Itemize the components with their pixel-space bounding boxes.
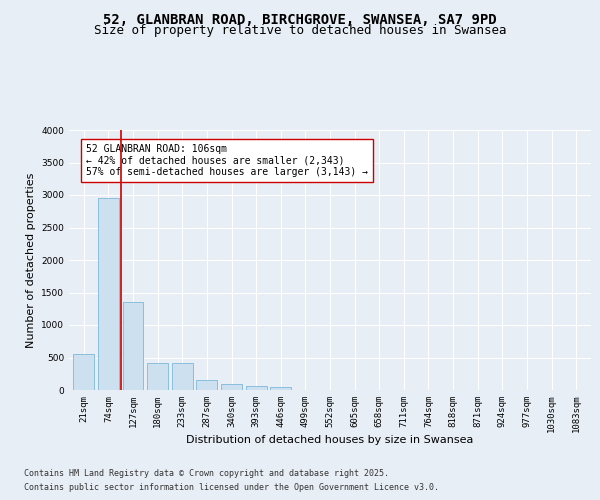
Text: 52 GLANBRAN ROAD: 106sqm
← 42% of detached houses are smaller (2,343)
57% of sem: 52 GLANBRAN ROAD: 106sqm ← 42% of detach…	[86, 144, 368, 178]
Bar	[221, 384, 242, 390]
Bar	[172, 363, 193, 390]
Text: Contains public sector information licensed under the Open Government Licence v3: Contains public sector information licen…	[24, 484, 439, 492]
Bar	[270, 388, 291, 390]
Bar	[147, 363, 168, 390]
Bar	[196, 380, 217, 390]
X-axis label: Distribution of detached houses by size in Swansea: Distribution of detached houses by size …	[187, 436, 473, 446]
Bar	[122, 302, 143, 390]
Bar	[98, 198, 119, 390]
Bar	[73, 354, 94, 390]
Bar	[245, 386, 266, 390]
Text: Size of property relative to detached houses in Swansea: Size of property relative to detached ho…	[94, 24, 506, 37]
Text: Contains HM Land Registry data © Crown copyright and database right 2025.: Contains HM Land Registry data © Crown c…	[24, 468, 389, 477]
Text: 52, GLANBRAN ROAD, BIRCHGROVE, SWANSEA, SA7 9PD: 52, GLANBRAN ROAD, BIRCHGROVE, SWANSEA, …	[103, 12, 497, 26]
Y-axis label: Number of detached properties: Number of detached properties	[26, 172, 35, 348]
